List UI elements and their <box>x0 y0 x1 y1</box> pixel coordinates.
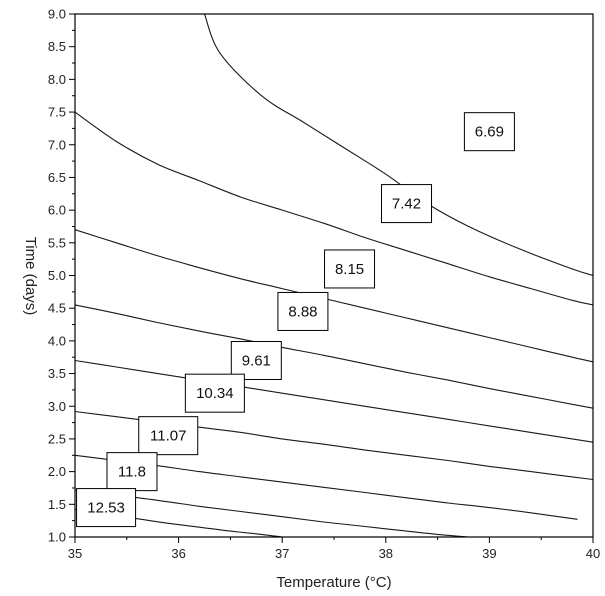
contour-label-box <box>230 340 282 380</box>
contour-label-box <box>324 249 376 289</box>
contour-line <box>74 111 594 306</box>
y-tick-label: 2.0 <box>48 464 66 479</box>
y-tick-label: 2.5 <box>48 431 66 446</box>
y-tick-label: 4.5 <box>48 301 66 316</box>
contour-label-box <box>76 488 137 528</box>
y-tick-label: 3.5 <box>48 366 66 381</box>
y-tick-label: 9.0 <box>48 7 66 22</box>
contour-label: 7.42 <box>392 196 421 213</box>
y-tick-label: 8.5 <box>48 39 66 54</box>
contour-line <box>74 359 594 443</box>
contour-label: 10.34 <box>196 385 234 402</box>
contour-line <box>74 454 578 520</box>
contour-line <box>203 13 594 277</box>
contour-label-box <box>138 416 199 456</box>
x-axis-ticks: 35 36 37 38 39 40 <box>68 537 600 561</box>
contour-label-box <box>184 373 245 413</box>
contour-label-box <box>381 184 433 224</box>
contour-line <box>74 489 469 538</box>
y-tick-label: 3.0 <box>48 399 66 414</box>
y-tick-label: 1.5 <box>48 497 66 512</box>
contour-label-box <box>277 291 329 331</box>
x-tick-label: 38 <box>379 546 393 561</box>
contour-label-box <box>463 112 515 152</box>
contour-label: 12.53 <box>87 500 125 517</box>
x-axis-title: Temperature (°C) <box>276 574 391 591</box>
contour-label: 9.61 <box>242 352 271 369</box>
y-axis-ticks: 1.0 1.5 2.0 2.5 3.0 3.5 4.0 4.5 5.0 5.5 6.0 6.5 7.0 7… <box>48 7 75 545</box>
y-tick-label: 8.0 <box>48 72 66 87</box>
contour-line <box>74 304 594 409</box>
x-tick-label: 37 <box>275 546 289 561</box>
contour-line <box>74 229 594 363</box>
contour-label-box <box>106 452 158 492</box>
y-tick-label: 1.0 <box>48 530 66 545</box>
contour-label: 8.88 <box>288 303 317 320</box>
y-tick-label: 6.0 <box>48 203 66 218</box>
contour-label: 6.69 <box>475 124 504 141</box>
x-tick-label: 36 <box>171 546 185 561</box>
x-tick-label: 35 <box>68 546 82 561</box>
contour-label: 11.07 <box>150 428 186 445</box>
contour-labels: 6.69 7.42 8.15 8.88 9.61 10.34 11.07 11.8 12.53 <box>76 112 515 528</box>
y-tick-label: 5.5 <box>48 235 66 250</box>
y-tick-label: 7.0 <box>48 137 66 152</box>
y-tick-label: 6.5 <box>48 170 66 185</box>
y-tick-label: 4.0 <box>48 333 66 348</box>
y-axis-title: Time (days) <box>22 237 39 316</box>
contour-label: 8.15 <box>335 261 364 278</box>
contour-label: 11.8 <box>118 464 146 481</box>
y-tick-label: 7.5 <box>48 105 66 120</box>
x-tick-label: 40 <box>586 546 600 561</box>
y-tick-label: 5.0 <box>48 268 66 283</box>
x-tick-label: 39 <box>482 546 496 561</box>
